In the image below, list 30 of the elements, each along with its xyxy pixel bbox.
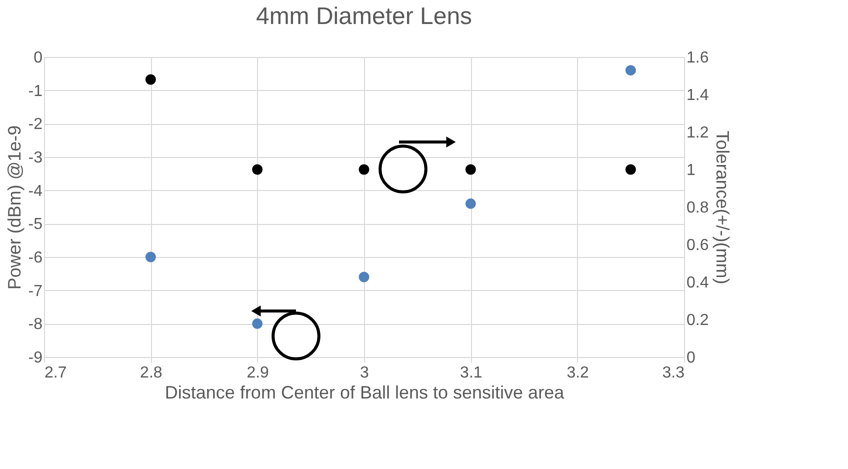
- y-tick-label: -4: [28, 182, 43, 200]
- chart-title: 4mm Diameter Lens: [256, 3, 472, 30]
- y-tick-label: -2: [28, 116, 43, 134]
- y-tick-label: -3: [28, 150, 43, 166]
- x-tick-label: 2.9: [246, 364, 270, 382]
- y2-tick-label: 1.6: [686, 50, 709, 66]
- y2-tick-label: 1.4: [686, 87, 709, 104]
- x-tick-label: 2.7: [44, 364, 67, 382]
- y-tick-label: -5: [28, 216, 43, 234]
- x-tick-label: 3.2: [566, 364, 590, 382]
- y2-tick-label: 0.2: [686, 312, 709, 329]
- y-tick-label: 0: [34, 50, 43, 66]
- y2-tick-label: 0: [686, 350, 696, 366]
- y2-tick-label: 0.4: [686, 274, 709, 292]
- x-axis-title: Distance from Center of Ball lens to sensitive area: [164, 382, 566, 402]
- y2-tick-label: 1: [686, 162, 696, 179]
- y2-axis-title: Tolerance(+/-)(mm): [712, 130, 733, 284]
- x-tick-label: 3.3: [662, 364, 685, 382]
- y-axis-title: Power (dBm) @1e-9: [4, 125, 24, 290]
- x-tick-label: 3.1: [460, 364, 482, 382]
- x-tick-label: 2.8: [140, 364, 162, 382]
- y-tick-label: -6: [28, 250, 43, 266]
- y-tick-label: -7: [28, 282, 43, 300]
- x-tick-label: 3: [360, 364, 370, 382]
- y2-tick-label: 0.8: [686, 200, 709, 216]
- y2-tick-label: 0.6: [686, 237, 709, 254]
- y2-tick-label: 1.2: [686, 124, 709, 142]
- y-tick-label: -1: [28, 82, 43, 100]
- y-tick-label: -8: [28, 316, 43, 334]
- y-tick-label: -9: [28, 350, 43, 366]
